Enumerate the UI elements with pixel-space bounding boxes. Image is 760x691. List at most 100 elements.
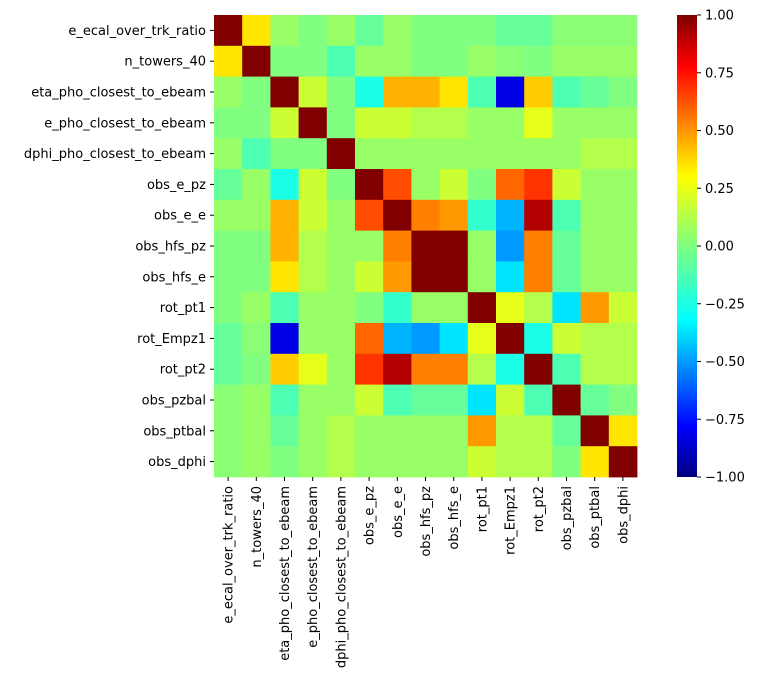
heatmap-cell-obs_e_pz-obs_ptbal: [580, 169, 610, 201]
heatmap-cell-obs_dphi-obs_hfs_e: [439, 446, 469, 478]
heatmap-cell-obs_ptbal-n_towers_40: [242, 415, 271, 447]
heatmap-cell-eta_pho_closest_to_ebeam-obs_hfs_e: [439, 76, 469, 108]
heatmap-cell-rot_Empz1-rot_Empz1: [496, 323, 525, 355]
heatmap-cell-obs_dphi-rot_pt1: [467, 446, 497, 478]
heatmap-cell-e_ecal_over_trk_ratio-rot_pt1: [467, 15, 497, 47]
heatmap-cell-obs_e_pz-rot_pt2: [524, 169, 553, 201]
heatmap-cell-n_towers_40-obs_pzbal: [552, 45, 581, 77]
colorbar-gradient: [677, 15, 697, 477]
heatmap-cell-eta_pho_closest_to_ebeam-rot_Empz1: [496, 76, 525, 108]
heatmap-cell-obs_pzbal-rot_pt1: [467, 384, 497, 416]
heatmap-cell-obs_dphi-obs_pzbal: [552, 446, 581, 478]
heatmap-cell-e_ecal_over_trk_ratio-obs_hfs_pz: [411, 15, 440, 47]
heatmap-cell-obs_e_e-obs_hfs_e: [439, 199, 469, 231]
heatmap-cell-rot_pt1-obs_pzbal: [552, 292, 581, 324]
row-label: obs_e_e: [154, 209, 206, 224]
heatmap-cell-e_ecal_over_trk_ratio-rot_Empz1: [496, 15, 525, 47]
column-label: obs_pzbal: [560, 486, 575, 550]
heatmap-cell-eta_pho_closest_to_ebeam-n_towers_40: [242, 76, 271, 108]
heatmap-cell-obs_hfs_pz-rot_pt2: [524, 230, 553, 262]
heatmap-cell-obs_pzbal-dphi_pho_closest_to_ebeam: [326, 384, 356, 416]
heatmap-cell-e_ecal_over_trk_ratio-obs_pzbal: [552, 15, 581, 47]
heatmap-cell-obs_hfs_pz-obs_pzbal: [552, 230, 581, 262]
heatmap-cell-e_pho_closest_to_ebeam-obs_hfs_e: [439, 107, 469, 139]
heatmap-cell-obs_e_e-obs_dphi: [608, 199, 638, 231]
heatmap-cell-n_towers_40-e_ecal_over_trk_ratio: [214, 45, 243, 77]
column-label: obs_e_e: [391, 486, 406, 538]
heatmap-cell-obs_hfs_pz-obs_e_e: [383, 230, 412, 262]
heatmap-cell-obs_dphi-obs_ptbal: [580, 446, 610, 478]
heatmap-cell-dphi_pho_closest_to_ebeam-obs_e_pz: [355, 138, 384, 170]
heatmap-cell-rot_pt2-n_towers_40: [242, 353, 271, 385]
row-label: rot_pt1: [160, 301, 206, 316]
heatmap-cell-rot_Empz1-rot_pt2: [524, 323, 553, 355]
heatmap-cell-e_pho_closest_to_ebeam-rot_pt2: [524, 107, 553, 139]
heatmap-cell-e_ecal_over_trk_ratio-obs_e_e: [383, 15, 412, 47]
colorbar-tick-label: −0.50: [705, 355, 745, 370]
heatmap-cell-obs_ptbal-e_pho_closest_to_ebeam: [298, 415, 328, 447]
heatmap-cell-rot_pt1-eta_pho_closest_to_ebeam: [270, 292, 299, 324]
heatmap-cell-dphi_pho_closest_to_ebeam-e_ecal_over_trk_ratio: [214, 138, 243, 170]
heatmap-cell-dphi_pho_closest_to_ebeam-obs_hfs_e: [439, 138, 469, 170]
heatmap-cell-dphi_pho_closest_to_ebeam-obs_dphi: [608, 138, 638, 170]
colorbar-tick-label: −1.00: [705, 471, 745, 486]
heatmap-cell-rot_pt2-rot_pt2: [524, 353, 553, 385]
heatmap-cell-rot_Empz1-dphi_pho_closest_to_ebeam: [326, 323, 356, 355]
heatmap-cell-obs_ptbal-e_ecal_over_trk_ratio: [214, 415, 243, 447]
heatmap-cell-n_towers_40-rot_Empz1: [496, 45, 525, 77]
heatmap-cell-rot_pt1-rot_Empz1: [496, 292, 525, 324]
heatmap-cell-rot_Empz1-n_towers_40: [242, 323, 271, 355]
heatmap-cell-obs_e_pz-obs_hfs_e: [439, 169, 469, 201]
heatmap-cell-rot_Empz1-eta_pho_closest_to_ebeam: [270, 323, 299, 355]
row-label: e_ecal_over_trk_ratio: [68, 24, 206, 39]
heatmap-cell-obs_hfs_pz-dphi_pho_closest_to_ebeam: [326, 230, 356, 262]
heatmap-cell-obs_pzbal-rot_pt2: [524, 384, 553, 416]
column-label: dphi_pho_closest_to_ebeam: [334, 486, 349, 668]
heatmap-cell-e_pho_closest_to_ebeam-obs_e_pz: [355, 107, 384, 139]
row-label: rot_pt2: [160, 363, 206, 378]
heatmap-cell-obs_dphi-dphi_pho_closest_to_ebeam: [326, 446, 356, 478]
heatmap-cell-e_ecal_over_trk_ratio-e_ecal_over_trk_ratio: [214, 15, 243, 47]
heatmap-cell-obs_pzbal-n_towers_40: [242, 384, 271, 416]
heatmap-cell-dphi_pho_closest_to_ebeam-n_towers_40: [242, 138, 271, 170]
heatmap-cell-obs_ptbal-rot_pt1: [467, 415, 497, 447]
heatmap-cell-rot_pt1-rot_pt2: [524, 292, 553, 324]
heatmap-cell-e_ecal_over_trk_ratio-dphi_pho_closest_to_ebeam: [326, 15, 356, 47]
heatmap-cell-eta_pho_closest_to_ebeam-rot_pt1: [467, 76, 497, 108]
heatmap-cell-e_pho_closest_to_ebeam-e_pho_closest_to_ebeam: [298, 107, 328, 139]
heatmap-cell-n_towers_40-rot_pt2: [524, 45, 553, 77]
heatmap-cell-obs_e_e-dphi_pho_closest_to_ebeam: [326, 199, 356, 231]
heatmap-cell-obs_hfs_e-e_ecal_over_trk_ratio: [214, 261, 243, 293]
heatmap-cell-e_pho_closest_to_ebeam-rot_Empz1: [496, 107, 525, 139]
heatmap-cell-eta_pho_closest_to_ebeam-e_pho_closest_to_ebeam: [298, 76, 328, 108]
heatmap-cell-obs_pzbal-obs_hfs_e: [439, 384, 469, 416]
heatmap-cell-obs_e_e-rot_pt1: [467, 199, 497, 231]
heatmap-cell-obs_ptbal-rot_Empz1: [496, 415, 525, 447]
heatmap-cell-e_pho_closest_to_ebeam-obs_dphi: [608, 107, 638, 139]
row-label: obs_pzbal: [142, 394, 206, 409]
heatmap-cell-obs_hfs_pz-e_pho_closest_to_ebeam: [298, 230, 328, 262]
heatmap-cell-obs_hfs_pz-rot_Empz1: [496, 230, 525, 262]
heatmap-cell-dphi_pho_closest_to_ebeam-rot_pt1: [467, 138, 497, 170]
heatmap-cell-obs_e_e-obs_e_pz: [355, 199, 384, 231]
heatmap-cell-obs_hfs_e-eta_pho_closest_to_ebeam: [270, 261, 299, 293]
row-label: dphi_pho_closest_to_ebeam: [24, 147, 206, 162]
heatmap-cell-eta_pho_closest_to_ebeam-rot_pt2: [524, 76, 553, 108]
heatmap-cell-rot_pt2-obs_pzbal: [552, 353, 581, 385]
heatmap-cell-eta_pho_closest_to_ebeam-dphi_pho_closest_to_ebeam: [326, 76, 356, 108]
heatmap-cell-obs_hfs_pz-eta_pho_closest_to_ebeam: [270, 230, 299, 262]
heatmap-cell-obs_e_e-rot_pt2: [524, 199, 553, 231]
heatmap-cell-rot_pt2-eta_pho_closest_to_ebeam: [270, 353, 299, 385]
column-label: obs_hfs_pz: [419, 486, 434, 557]
heatmap-cell-obs_ptbal-obs_e_pz: [355, 415, 384, 447]
heatmap-cell-obs_dphi-e_ecal_over_trk_ratio: [214, 446, 243, 478]
heatmap-cell-obs_hfs_e-rot_Empz1: [496, 261, 525, 293]
heatmap-cell-rot_pt2-dphi_pho_closest_to_ebeam: [326, 353, 356, 385]
heatmap-cell-obs_ptbal-dphi_pho_closest_to_ebeam: [326, 415, 356, 447]
heatmap-cell-rot_Empz1-obs_e_pz: [355, 323, 384, 355]
row-label: obs_hfs_pz: [135, 240, 206, 255]
heatmap-cell-obs_ptbal-obs_dphi: [608, 415, 638, 447]
heatmap-cell-n_towers_40-n_towers_40: [242, 45, 271, 77]
heatmap-cell-rot_Empz1-rot_pt1: [467, 323, 497, 355]
heatmap-cell-obs_e_pz-e_pho_closest_to_ebeam: [298, 169, 328, 201]
